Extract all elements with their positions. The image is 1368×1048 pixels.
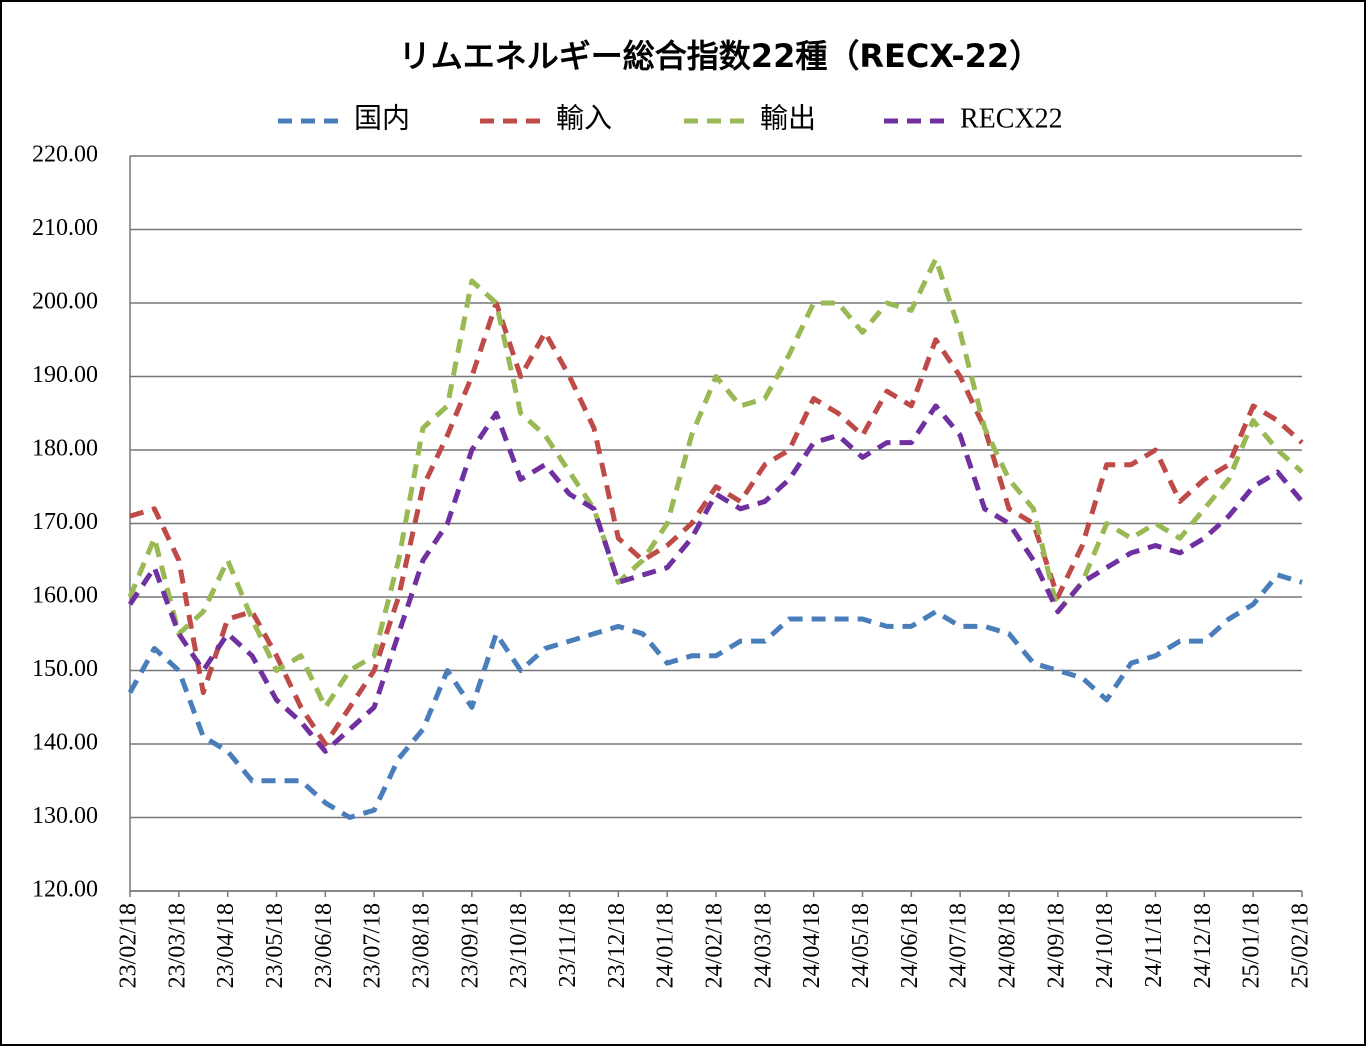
y-tick-label: 200.00 — [32, 289, 98, 315]
chart-title: リムエネルギー総合指数22種（RECX-22） — [399, 37, 1041, 75]
y-tick-label: 160.00 — [32, 583, 98, 609]
legend-label: 国内 — [354, 102, 410, 134]
x-tick-label: 23/02/18 — [116, 903, 142, 988]
x-tick-label: 23/03/18 — [164, 903, 190, 988]
x-tick-label: 25/01/18 — [1239, 903, 1265, 988]
x-tick-label: 24/08/18 — [995, 903, 1021, 988]
x-tick-label: 24/01/18 — [653, 903, 679, 988]
x-tick-label: 23/09/18 — [457, 903, 483, 988]
legend-label: 輸出 — [760, 102, 816, 134]
x-tick-label: 24/06/18 — [897, 903, 923, 988]
x-tick-label: 23/05/18 — [262, 903, 288, 988]
x-tick-label: 24/05/18 — [848, 903, 874, 988]
x-tick-label: 23/04/18 — [213, 903, 239, 988]
x-tick-label: 23/06/18 — [311, 903, 337, 988]
y-tick-label: 150.00 — [32, 656, 98, 682]
y-tick-label: 170.00 — [32, 509, 98, 535]
x-tick-label: 24/03/18 — [750, 903, 776, 988]
x-tick-label: 25/02/18 — [1288, 903, 1314, 988]
x-tick-label: 24/12/18 — [1190, 903, 1216, 988]
y-tick-label: 220.00 — [32, 142, 98, 168]
x-tick-label: 24/04/18 — [799, 903, 825, 988]
x-tick-label: 24/09/18 — [1043, 903, 1069, 988]
x-tick-label: 24/02/18 — [702, 903, 728, 988]
y-tick-label: 130.00 — [32, 803, 98, 829]
y-tick-label: 190.00 — [32, 362, 98, 388]
x-tick-label: 24/10/18 — [1092, 903, 1118, 988]
x-tick-label: 23/08/18 — [409, 903, 435, 988]
x-tick-label: 23/07/18 — [360, 903, 386, 988]
series-line — [127, 403, 1304, 754]
y-tick-label: 180.00 — [32, 436, 98, 462]
series-line — [127, 256, 1304, 710]
series-line — [129, 300, 1304, 747]
y-tick-label: 210.00 — [32, 215, 98, 241]
x-tick-label: 23/11/18 — [555, 903, 581, 987]
x-tick-label: 23/10/18 — [506, 903, 532, 988]
x-tick-label: 24/07/18 — [946, 903, 972, 988]
x-tick-label: 24/11/18 — [1141, 903, 1167, 987]
x-tick-label: 23/12/18 — [604, 903, 630, 988]
series-line — [127, 572, 1303, 820]
y-tick-label: 140.00 — [32, 730, 98, 756]
legend-label: RECX22 — [960, 103, 1063, 134]
legend-label: 輸入 — [556, 102, 612, 134]
y-tick-label: 120.00 — [32, 877, 98, 903]
